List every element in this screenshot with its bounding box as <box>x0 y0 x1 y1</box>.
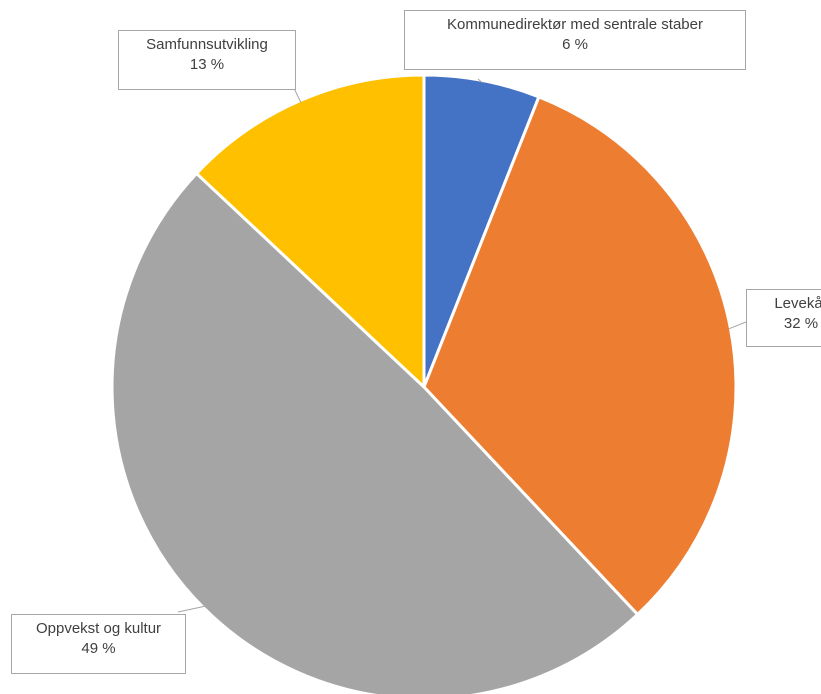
pie-slice-3 <box>110 171 640 694</box>
leader-line-3 <box>177 605 205 613</box>
data-label-samfunnsutvikling-name: Samfunnsutvikling <box>146 36 268 53</box>
leader-line-2 <box>728 321 747 330</box>
data-label-oppvekst-name: Oppvekst og kultur <box>35 620 162 637</box>
data-label-oppvekst-value: 49 % <box>81 640 116 657</box>
data-label-levekar-name: Levekår <box>774 295 821 312</box>
data-label-samfunnsutvikling-value: 13 % <box>189 56 225 73</box>
data-label-kommunedirektor-name: Kommunedirektør med sentrale staber <box>447 16 703 33</box>
data-label-oppvekst: Oppvekst og kultur 49 % <box>11 614 186 674</box>
data-label-levekar: Levekår 32 % <box>746 289 821 347</box>
data-label-levekar-value: 32 % <box>783 315 819 332</box>
data-label-kommunedirektor-value: 6 % <box>562 36 588 53</box>
data-label-samfunnsutvikling: Samfunnsutvikling 13 % <box>118 30 296 90</box>
data-label-kommunedirektor: Kommunedirektør med sentrale staber 6 % <box>404 10 746 70</box>
leader-line-1 <box>477 78 483 83</box>
